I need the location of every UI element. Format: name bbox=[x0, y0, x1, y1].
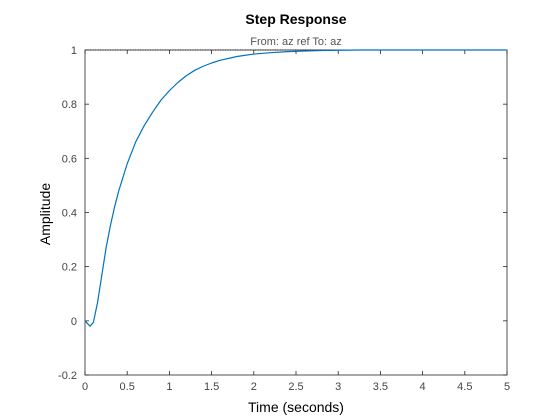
x-tick-label: 0 bbox=[82, 381, 88, 393]
chart-subtitle: From: az ref To: az bbox=[250, 36, 342, 48]
y-tick-label: 0.8 bbox=[62, 99, 77, 111]
y-tick-label: 0.4 bbox=[62, 208, 77, 220]
y-tick-label: 0.2 bbox=[62, 262, 77, 274]
x-tick-label: 3.5 bbox=[373, 381, 388, 393]
step-response-line bbox=[84, 49, 507, 327]
x-tick-label: 3 bbox=[335, 381, 341, 393]
x-axis-label: Time (seconds) bbox=[248, 399, 344, 415]
x-tick-label: 0.5 bbox=[120, 381, 135, 393]
y-tick-label: -0.2 bbox=[58, 370, 77, 382]
y-tick-label: 1 bbox=[71, 45, 77, 57]
y-tick-label: 0 bbox=[71, 316, 77, 328]
y-axis-label: Amplitude bbox=[37, 183, 53, 245]
x-tick-label: 1 bbox=[166, 381, 172, 393]
x-tick-label: 1.5 bbox=[204, 381, 219, 393]
x-tick-label: 2 bbox=[251, 381, 257, 393]
x-tick-label: 2.5 bbox=[288, 381, 303, 393]
x-tick-label: 4.5 bbox=[457, 381, 472, 393]
chart-title: Step Response bbox=[245, 11, 346, 27]
x-tick-label: 5 bbox=[504, 381, 510, 393]
plot-frame bbox=[84, 49, 508, 376]
plot-area: 0 0.5 1 1.5 2 2.5 3 3.5 4 4.5 5 -0.2 0 0.2 0.4 0.6 0.8 1 bbox=[58, 45, 510, 393]
x-tick-label: 4 bbox=[420, 381, 426, 393]
y-tick-label: 0.6 bbox=[62, 153, 77, 165]
